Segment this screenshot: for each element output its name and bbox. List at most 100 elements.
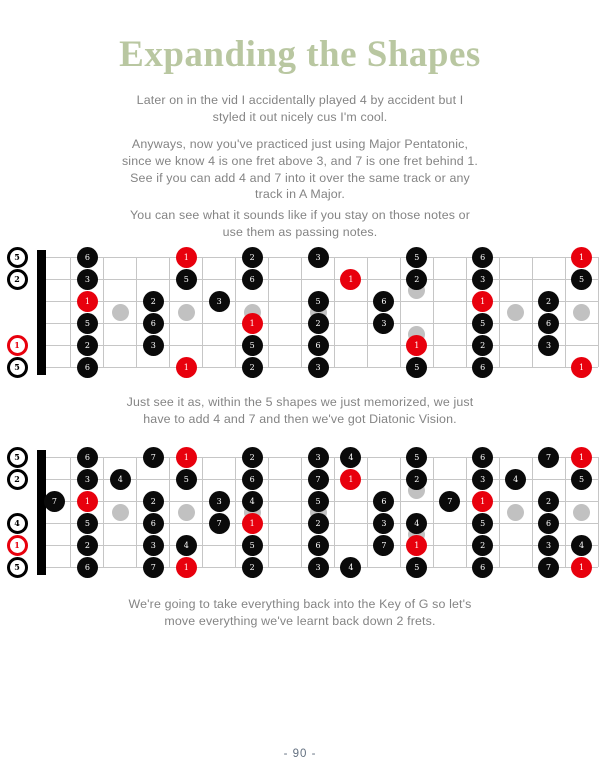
scale-note-root: 1 <box>241 512 263 534</box>
scale-note: 6 <box>472 246 494 268</box>
fret-line <box>169 257 171 367</box>
scale-note: 2 <box>76 534 98 556</box>
scale-note-root: 1 <box>76 290 98 312</box>
inlay-dot <box>507 503 525 521</box>
fret-line <box>268 457 270 567</box>
scale-note: 2 <box>241 356 263 378</box>
inlay-dot <box>573 503 591 521</box>
nut <box>37 249 46 375</box>
scale-note: 6 <box>307 334 329 356</box>
scale-note: 2 <box>142 290 164 312</box>
scale-note: 6 <box>142 512 164 534</box>
scale-note-root: 1 <box>175 446 197 468</box>
paragraph-instructions: Anyways, now you've practiced just using… <box>121 137 479 202</box>
scale-note: 2 <box>538 490 560 512</box>
scale-note: 5 <box>472 312 494 334</box>
fret-line <box>301 457 303 567</box>
scale-note: 6 <box>472 556 494 578</box>
scale-note: 4 <box>241 490 263 512</box>
fret-line <box>333 257 335 367</box>
fret-line <box>333 457 335 567</box>
scale-note-root: 1 <box>175 246 197 268</box>
scale-note: 5 <box>307 290 329 312</box>
scale-note: 7 <box>307 468 329 490</box>
scale-note: 2 <box>307 512 329 534</box>
fret-line <box>498 257 500 367</box>
inlay-dot <box>111 503 129 521</box>
inlay-dot <box>177 303 195 321</box>
scale-note: 3 <box>208 290 230 312</box>
scale-note: 3 <box>76 268 98 290</box>
scale-note: 7 <box>142 556 164 578</box>
scale-note: 3 <box>307 246 329 268</box>
scale-note: 4 <box>340 446 362 468</box>
fret-line <box>465 257 467 367</box>
scale-note: 6 <box>307 534 329 556</box>
open-string-marker: 5 <box>6 446 28 468</box>
paragraph-intro: Later on in the vid I accidentally playe… <box>136 93 464 124</box>
scale-note: 7 <box>538 556 560 578</box>
scale-note: 3 <box>472 268 494 290</box>
fret-line <box>103 457 105 567</box>
scale-note-root: 1 <box>571 446 593 468</box>
scale-note: 5 <box>175 268 197 290</box>
scale-note: 2 <box>472 334 494 356</box>
scale-note: 7 <box>208 512 230 534</box>
scale-note: 5 <box>571 268 593 290</box>
open-string-marker: 5 <box>6 246 28 268</box>
scale-note: 3 <box>76 468 98 490</box>
fret-line <box>202 457 204 567</box>
nut <box>37 449 46 575</box>
page-number: - 90 - <box>283 748 317 760</box>
fret-line <box>531 457 533 567</box>
scale-note: 5 <box>76 512 98 534</box>
scale-note: 6 <box>472 446 494 468</box>
scale-note-root: 1 <box>406 334 428 356</box>
fret-line <box>136 457 138 567</box>
fret-line <box>465 457 467 567</box>
scale-note: 5 <box>406 246 428 268</box>
scale-note: 2 <box>406 268 428 290</box>
inlay-dot <box>111 303 129 321</box>
scale-note: 5 <box>406 356 428 378</box>
scale-note: 6 <box>538 312 560 334</box>
scale-note: 5 <box>241 534 263 556</box>
scale-note-root: 1 <box>571 246 593 268</box>
scale-note: 3 <box>373 312 395 334</box>
fret-line <box>432 457 434 567</box>
scale-note: 2 <box>241 246 263 268</box>
scale-note: 6 <box>241 468 263 490</box>
scale-note: 7 <box>538 446 560 468</box>
scale-note: 6 <box>142 312 164 334</box>
inlay-dot <box>507 303 525 321</box>
scale-note-root: 1 <box>571 556 593 578</box>
scale-note-root: 1 <box>472 290 494 312</box>
scale-note-root: 1 <box>76 490 98 512</box>
fret-line <box>169 457 171 567</box>
scale-note: 3 <box>373 512 395 534</box>
open-string-root-marker: 1 <box>6 534 28 556</box>
scale-note: 2 <box>538 290 560 312</box>
page-title: Expanding the Shapes <box>119 34 481 75</box>
scale-note: 7 <box>373 534 395 556</box>
scale-note: 3 <box>208 490 230 512</box>
scale-note: 4 <box>571 534 593 556</box>
scale-note: 5 <box>472 512 494 534</box>
scale-note: 3 <box>307 556 329 578</box>
scale-note: 2 <box>142 490 164 512</box>
fret-line <box>597 257 599 367</box>
scale-note: 4 <box>109 468 131 490</box>
fret-line <box>301 257 303 367</box>
fret-line <box>399 457 401 567</box>
scale-note: 5 <box>571 468 593 490</box>
scale-note-root: 1 <box>175 556 197 578</box>
scale-note: 3 <box>538 534 560 556</box>
fret-line <box>268 257 270 367</box>
scale-note-root: 1 <box>175 356 197 378</box>
scale-note: 2 <box>76 334 98 356</box>
scale-note: 6 <box>76 556 98 578</box>
scale-note: 2 <box>241 556 263 578</box>
